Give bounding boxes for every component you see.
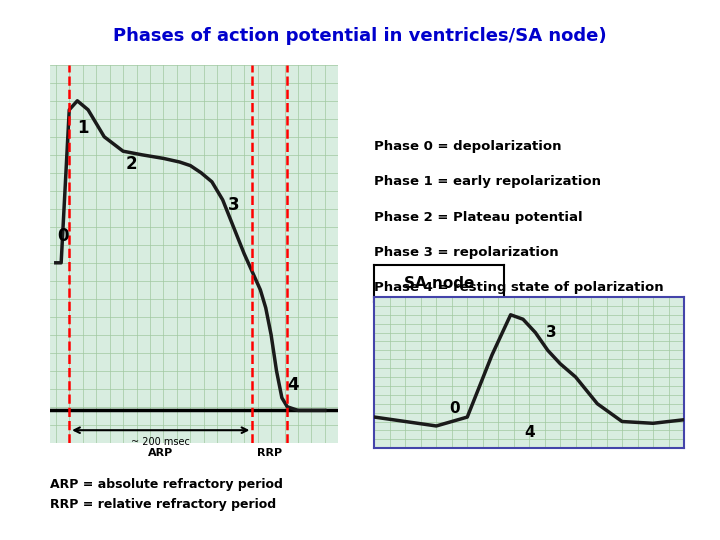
Text: 0: 0 (57, 227, 68, 245)
Text: ARP: ARP (148, 448, 174, 458)
Text: Phase 3 = repolarization: Phase 3 = repolarization (374, 246, 559, 259)
Text: 3: 3 (228, 196, 239, 214)
Text: 0: 0 (449, 401, 460, 416)
Text: 2: 2 (125, 155, 137, 173)
Text: SA node: SA node (404, 276, 474, 291)
Text: RRP = relative refractory period: RRP = relative refractory period (50, 498, 276, 511)
Text: ARP = absolute refractory period: ARP = absolute refractory period (50, 478, 283, 491)
Text: 4: 4 (287, 376, 299, 394)
Text: Phase 1 = early repolarization: Phase 1 = early repolarization (374, 176, 601, 188)
Text: 4: 4 (524, 424, 534, 440)
Text: 3: 3 (546, 325, 556, 340)
Text: ~ 200 msec: ~ 200 msec (131, 437, 190, 448)
Text: Phase 4 = resting state of polarization: Phase 4 = resting state of polarization (374, 281, 664, 294)
Text: 1: 1 (77, 119, 89, 137)
Text: RRP: RRP (257, 448, 282, 458)
Text: Phase 2 = Plateau potential: Phase 2 = Plateau potential (374, 211, 583, 224)
Text: Phases of action potential in ventricles/SA node): Phases of action potential in ventricles… (113, 27, 607, 45)
Text: Phase 0 = depolarization: Phase 0 = depolarization (374, 140, 562, 153)
